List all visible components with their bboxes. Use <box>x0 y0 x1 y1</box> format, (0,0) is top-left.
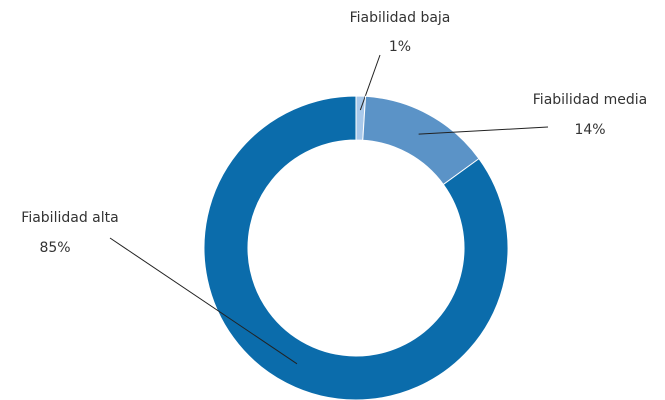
leader-line <box>109 237 298 365</box>
donut-slice <box>203 95 509 400</box>
leader-line <box>418 126 549 135</box>
slice-label: Fiabilidad alta <box>21 210 118 226</box>
slice-value-label: 1% <box>389 39 411 55</box>
slice-value-label: 85% <box>39 240 70 256</box>
slice-value-label: 14% <box>574 122 605 138</box>
slice-label: Fiabilidad media <box>533 92 647 108</box>
leader-line <box>359 54 381 111</box>
slice-label: Fiabilidad baja <box>350 10 451 26</box>
